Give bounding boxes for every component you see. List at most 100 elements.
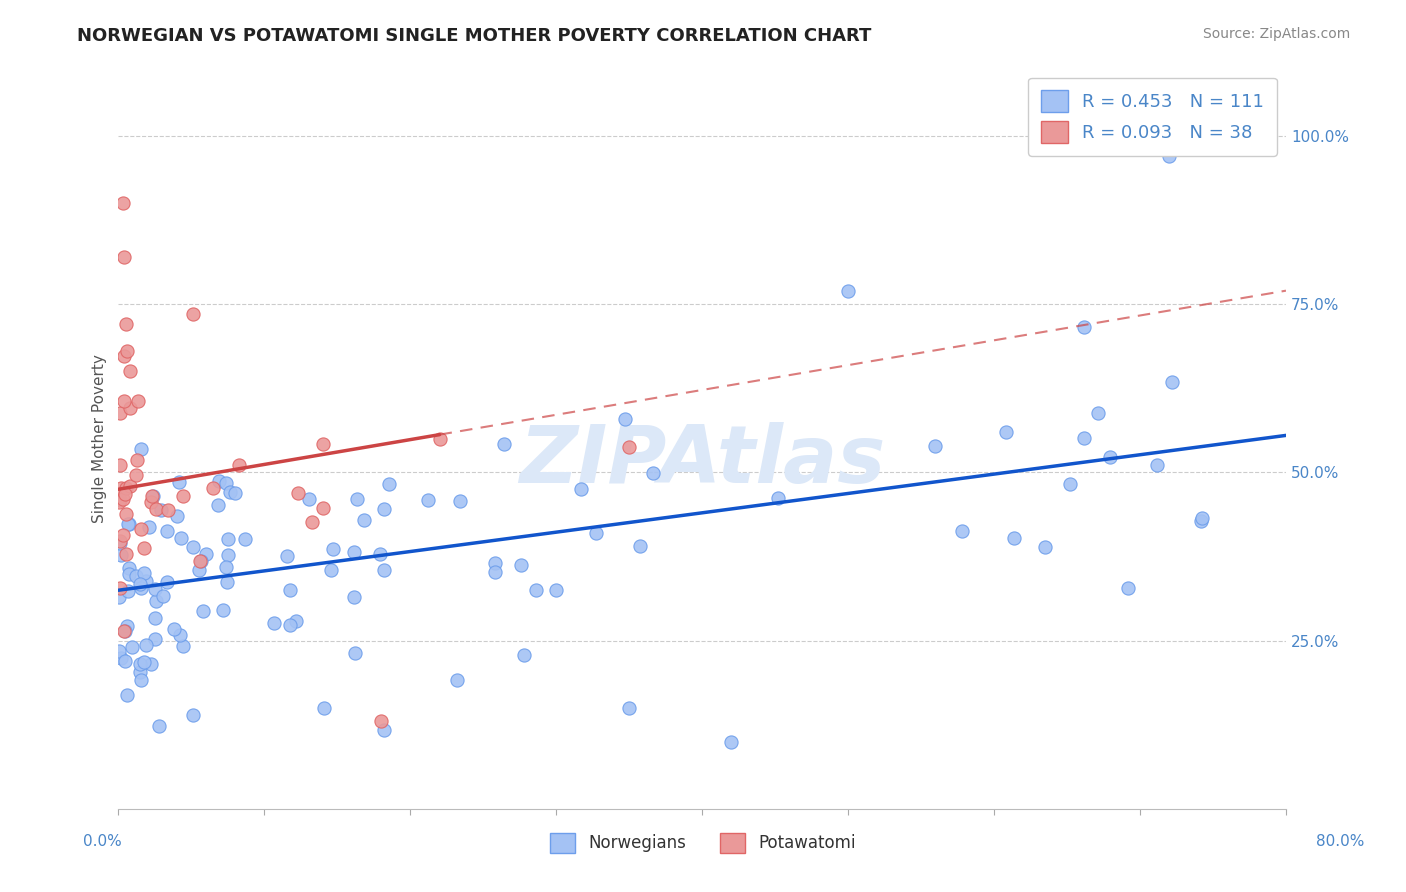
Point: [115, 344, 138, 359]
Point: [217, 548, 239, 562]
Point: [263, 616, 285, 631]
Point: [125, 569, 148, 583]
Point: [108, 534, 131, 549]
Point: [513, 648, 536, 662]
Point: [1191, 511, 1213, 525]
Point: [1159, 149, 1181, 163]
Point: [373, 563, 395, 577]
Point: [129, 673, 152, 687]
Point: [321, 564, 343, 578]
Point: [188, 554, 211, 568]
Point: [139, 657, 162, 671]
Point: [1033, 540, 1056, 554]
Point: [114, 624, 136, 638]
Point: [112, 394, 135, 409]
Point: [378, 476, 401, 491]
Point: [138, 520, 160, 534]
Point: [142, 489, 165, 503]
Point: [143, 632, 166, 647]
Point: [950, 524, 973, 539]
Point: [167, 475, 190, 489]
Point: [1189, 514, 1212, 528]
Point: [108, 494, 131, 508]
Point: [343, 590, 366, 604]
Point: [115, 688, 138, 702]
Point: [217, 532, 239, 546]
Point: [353, 513, 375, 527]
Point: [373, 502, 395, 516]
Point: [110, 581, 132, 595]
Point: [112, 528, 135, 542]
Point: [446, 673, 468, 687]
Point: [619, 440, 641, 454]
Point: [108, 492, 131, 507]
Point: [114, 624, 136, 638]
Point: [368, 547, 391, 561]
Point: [181, 307, 204, 321]
Point: [301, 516, 323, 530]
Point: [112, 250, 135, 264]
Point: [720, 734, 742, 748]
Point: [1116, 582, 1139, 596]
Point: [312, 701, 335, 715]
Point: [172, 489, 194, 503]
Point: [585, 526, 607, 541]
Point: [429, 432, 451, 446]
Point: [108, 406, 131, 420]
Point: [157, 502, 180, 516]
Point: [129, 576, 152, 591]
Point: [150, 503, 173, 517]
Point: [145, 593, 167, 607]
Point: [125, 453, 148, 467]
Point: [114, 654, 136, 668]
Text: ZIPAtlas: ZIPAtlas: [519, 422, 886, 500]
Point: [120, 364, 142, 378]
Point: [619, 701, 641, 715]
Point: [145, 501, 167, 516]
Point: [117, 584, 139, 599]
Point: [108, 644, 131, 658]
Point: [995, 425, 1018, 439]
Point: [207, 499, 229, 513]
Point: [298, 492, 321, 507]
Point: [837, 284, 859, 298]
Point: [202, 481, 225, 495]
Point: [276, 549, 298, 564]
Point: [322, 541, 344, 556]
Point: [924, 439, 946, 453]
Point: [127, 394, 149, 409]
Point: [524, 583, 547, 598]
Point: [228, 458, 250, 472]
Point: [135, 638, 157, 652]
Point: [484, 566, 506, 580]
Legend: Norwegians, Potawatomi: Norwegians, Potawatomi: [541, 824, 865, 862]
Point: [131, 581, 153, 595]
Point: [218, 485, 240, 500]
Point: [148, 719, 170, 733]
Point: [510, 558, 533, 572]
Point: [287, 485, 309, 500]
Point: [484, 556, 506, 570]
Point: [1059, 476, 1081, 491]
Point: [118, 401, 141, 416]
Point: [571, 482, 593, 496]
Point: [492, 437, 515, 451]
Point: [190, 553, 212, 567]
Point: [1087, 406, 1109, 420]
Point: [546, 583, 568, 598]
Point: [278, 617, 301, 632]
Point: [110, 481, 132, 495]
Point: [111, 491, 134, 506]
Point: [112, 349, 135, 363]
Point: [1146, 458, 1168, 472]
Point: [134, 656, 156, 670]
Point: [121, 640, 143, 654]
Point: [114, 547, 136, 561]
Point: [191, 604, 214, 618]
Point: [156, 524, 179, 539]
Point: [114, 486, 136, 500]
Point: [1160, 376, 1182, 390]
Point: [373, 723, 395, 738]
Point: [418, 493, 440, 508]
Point: [107, 590, 129, 604]
